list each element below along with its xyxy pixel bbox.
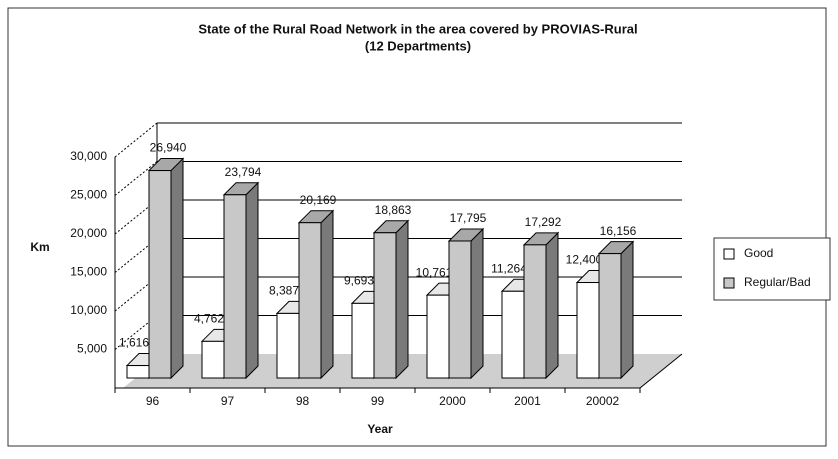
x-tick-label: 2000 [439,394,466,408]
y-tick-label: 25,000 [70,188,107,202]
bar [522,231,560,380]
bar-front [448,240,472,379]
bar-front [351,302,375,379]
bar-side [395,219,409,380]
bar-front [373,232,397,379]
bar-side [245,181,259,380]
value-label: 4,762 [194,312,224,326]
bar-side [545,231,559,380]
value-label: 12,400 [566,253,603,267]
bar [297,209,335,380]
y-tick-label: 10,000 [70,303,107,317]
value-label: 9,693 [344,274,374,288]
bar-front [501,290,525,379]
bar-side [470,227,484,380]
legend-swatch [723,277,735,289]
bar-front [298,222,322,379]
x-tick-label: 97 [221,394,235,408]
value-label: 18,863 [375,203,412,217]
x-tick-label: 99 [371,394,385,408]
bar-front [598,253,622,379]
y-tick-label: 15,000 [70,265,107,279]
bar-front [523,244,547,379]
bar [372,219,410,380]
y-axis-title: Km [30,240,49,254]
bar-front [223,194,247,379]
value-label: 10,761 [416,265,453,279]
value-label: 8,387 [269,284,299,298]
x-axis-title: Year [367,422,393,436]
bar-side [620,240,634,380]
bar-side [320,209,334,380]
y-tick-label: 20,000 [70,226,107,240]
bar-front [276,312,300,379]
value-label: 17,795 [450,211,487,225]
x-tick-label: 96 [146,394,160,408]
y-tick-label: 5,000 [77,342,107,356]
y-tick-label: 30,000 [70,149,107,163]
legend-label: Good [744,246,773,260]
value-label: 16,156 [600,224,637,238]
legend-label: Regular/Bad [744,275,811,289]
bar-front [201,340,225,379]
value-label: 23,794 [225,165,262,179]
bar-front [148,170,172,379]
legend-swatch [723,248,735,260]
value-label: 11,264 [491,261,527,275]
bar-front [426,294,450,379]
bar [147,157,185,380]
bar-side [170,157,184,380]
value-label: 1,616 [119,336,149,350]
legend-box [713,237,831,301]
chart-title: State of the Rural Road Network in the a… [198,21,637,36]
x-tick-label: 20002 [586,394,620,408]
value-label: 26,940 [150,141,187,155]
value-label: 17,292 [525,215,562,229]
bar-front [576,282,600,379]
value-label: 20,169 [300,193,337,207]
bar [222,181,260,380]
bar [447,227,485,380]
bar-front [126,365,150,379]
x-tick-label: 2001 [514,394,541,408]
y-tick-connector [114,122,158,158]
x-tick-label: 98 [296,394,310,408]
y-tick-connector [114,161,158,196]
bar [597,240,635,380]
chart-subtitle: (12 Departments) [365,38,471,53]
floor-right-edge [639,353,683,389]
